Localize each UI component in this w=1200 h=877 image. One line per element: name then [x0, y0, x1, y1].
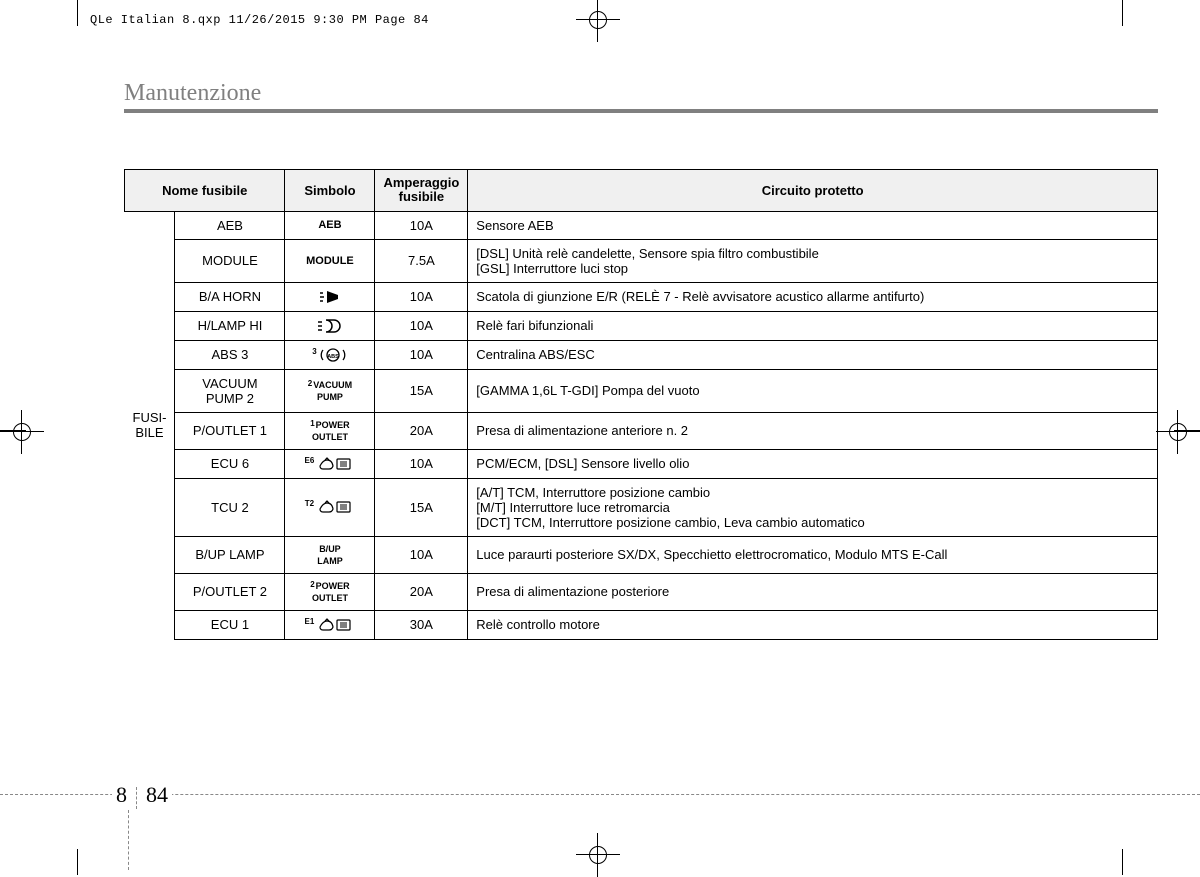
- fuse-symbol: AEB: [285, 211, 375, 239]
- page-number: 8 84: [112, 782, 172, 809]
- table-row: FUSI-BILEAEBAEB10ASensore AEB: [125, 211, 1158, 239]
- fuse-name: H/LAMP HI: [175, 311, 285, 340]
- fuse-circuit: Luce paraurti posteriore SX/DX, Specchie…: [468, 536, 1158, 573]
- fuse-symbol: [285, 311, 375, 340]
- fuse-name: MODULE: [175, 239, 285, 282]
- table-row: B/UP LAMPB/UPLAMP10ALuce paraurti poster…: [125, 536, 1158, 573]
- fuse-circuit: Presa di alimentazione posteriore: [468, 573, 1158, 610]
- fuse-name: ECU 6: [175, 449, 285, 478]
- fuse-circuit: Relè controllo motore: [468, 610, 1158, 639]
- col-header-circuit: Circuito protetto: [468, 170, 1158, 212]
- fuse-amperage: 10A: [375, 211, 468, 239]
- fuse-symbol: [285, 282, 375, 311]
- fuse-symbol: T2: [285, 478, 375, 536]
- registration-target-icon: [1156, 410, 1200, 454]
- crop-mark: [1122, 849, 1123, 875]
- group-label: FUSI-BILE: [125, 211, 175, 639]
- table-row: TCU 2T215A[A/T] TCM, Interruttore posizi…: [125, 478, 1158, 536]
- fuse-circuit: Relè fari bifunzionali: [468, 311, 1158, 340]
- table-row: H/LAMP HI 10ARelè fari bifunzionali: [125, 311, 1158, 340]
- fuse-circuit: [DSL] Unità relè candelette, Sensore spi…: [468, 239, 1158, 282]
- fuse-name: P/OUTLET 1: [175, 412, 285, 449]
- fuse-circuit: Presa di alimentazione anteriore n. 2: [468, 412, 1158, 449]
- registration-target-icon: [0, 410, 44, 454]
- fuse-circuit: Centralina ABS/ESC: [468, 340, 1158, 369]
- fuse-amperage: 15A: [375, 369, 468, 412]
- fuse-name: AEB: [175, 211, 285, 239]
- table-row: ECU 6E610APCM/ECM, [DSL] Sensore livello…: [125, 449, 1158, 478]
- ecu-icon: [315, 617, 355, 633]
- fuse-amperage: 10A: [375, 311, 468, 340]
- table-row: P/OUTLET 11POWEROUTLET20APresa di alimen…: [125, 412, 1158, 449]
- table-row: VACUUM PUMP 22VACUUMPUMP15A[GAMMA 1,6L T…: [125, 369, 1158, 412]
- fuse-symbol: 2POWEROUTLET: [285, 573, 375, 610]
- fuse-amperage: 20A: [375, 573, 468, 610]
- footer-dash: [128, 810, 129, 870]
- crop-mark: [1122, 0, 1123, 26]
- crop-mark: [77, 849, 78, 875]
- fuse-amperage: 15A: [375, 478, 468, 536]
- fuse-symbol: 3: [285, 340, 375, 369]
- table-row: B/A HORN 10AScatola di giunzione E/R (REL…: [125, 282, 1158, 311]
- horn-icon: [315, 289, 345, 305]
- table-row: P/OUTLET 22POWEROUTLET20APresa di alimen…: [125, 573, 1158, 610]
- table-row: ECU 1E130ARelè controllo motore: [125, 610, 1158, 639]
- registration-target-icon: [576, 833, 620, 877]
- fuse-symbol: E1: [285, 610, 375, 639]
- fuse-amperage: 20A: [375, 412, 468, 449]
- abs-icon: [318, 347, 348, 363]
- fuse-amperage: 10A: [375, 282, 468, 311]
- fuse-name: ABS 3: [175, 340, 285, 369]
- fuse-circuit: [GAMMA 1,6L T-GDI] Pompa del vuoto: [468, 369, 1158, 412]
- fuse-symbol: E6: [285, 449, 375, 478]
- crop-mark: [77, 0, 78, 26]
- fuse-amperage: 10A: [375, 449, 468, 478]
- page-footer: 8 84: [0, 794, 1200, 795]
- file-metadata-header: QLe Italian 8.qxp 11/26/2015 9:30 PM Pag…: [90, 13, 429, 27]
- fuse-name: ECU 1: [175, 610, 285, 639]
- registration-target-icon: [576, 0, 620, 42]
- fuse-symbol: B/UPLAMP: [285, 536, 375, 573]
- fuse-symbol: MODULE: [285, 239, 375, 282]
- fuse-symbol: 1POWEROUTLET: [285, 412, 375, 449]
- fuse-circuit: [A/T] TCM, Interruttore posizione cambio…: [468, 478, 1158, 536]
- table-row: ABS 3310ACentralina ABS/ESC: [125, 340, 1158, 369]
- fuse-table: Nome fusibile Simbolo Amperaggiofusibile…: [124, 169, 1158, 640]
- col-header-name: Nome fusibile: [125, 170, 285, 212]
- col-header-amp: Amperaggiofusibile: [375, 170, 468, 212]
- fuse-symbol: 2VACUUMPUMP: [285, 369, 375, 412]
- page-number-value: 84: [146, 782, 168, 807]
- headlamp-icon: [315, 318, 345, 334]
- fuse-name: B/A HORN: [175, 282, 285, 311]
- page-content: Manutenzione Nome fusibile Simbolo Amper…: [124, 80, 1158, 640]
- fuse-name: TCU 2: [175, 478, 285, 536]
- fuse-name: B/UP LAMP: [175, 536, 285, 573]
- fuse-amperage: 10A: [375, 536, 468, 573]
- section-title: Manutenzione: [124, 80, 1158, 113]
- table-row: MODULEMODULE7.5A[DSL] Unità relè candele…: [125, 239, 1158, 282]
- fuse-name: VACUUM PUMP 2: [175, 369, 285, 412]
- fuse-circuit: PCM/ECM, [DSL] Sensore livello olio: [468, 449, 1158, 478]
- ecu-icon: [315, 456, 355, 472]
- ecu-icon: [315, 499, 355, 515]
- fuse-amperage: 30A: [375, 610, 468, 639]
- fuse-name: P/OUTLET 2: [175, 573, 285, 610]
- section-number: 8: [116, 782, 127, 807]
- fuse-circuit: Scatola di giunzione E/R (RELÈ 7 - Relè …: [468, 282, 1158, 311]
- fuse-amperage: 10A: [375, 340, 468, 369]
- fuse-amperage: 7.5A: [375, 239, 468, 282]
- fuse-circuit: Sensore AEB: [468, 211, 1158, 239]
- col-header-symbol: Simbolo: [285, 170, 375, 212]
